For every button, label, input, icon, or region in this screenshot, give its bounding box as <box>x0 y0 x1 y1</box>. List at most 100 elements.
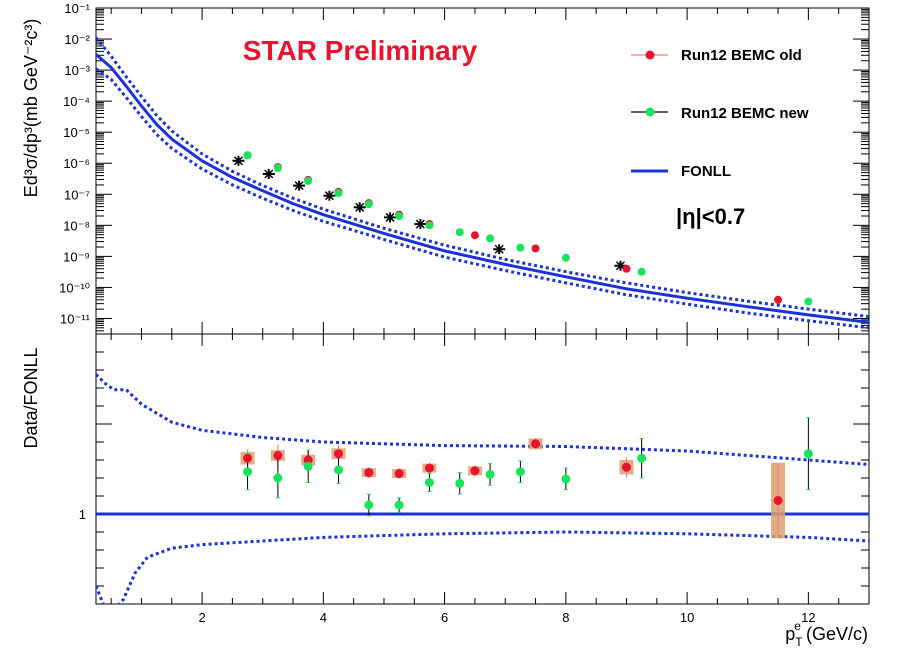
top-y-tick-label: 10⁻¹⁰ <box>59 280 90 295</box>
black-data-point <box>493 244 506 255</box>
old-data-point <box>531 244 540 253</box>
top-plot-area <box>96 36 869 330</box>
top-y-tick-label: 10⁻⁸ <box>63 218 90 233</box>
new-data-point <box>516 243 525 252</box>
old-data-point <box>622 264 631 273</box>
top-y-tick-label: 10⁻³ <box>64 63 90 78</box>
x-tick-label: 4 <box>320 610 327 625</box>
black-data-point <box>293 180 306 191</box>
x-tick-label: 10 <box>680 610 694 625</box>
old-data-point <box>774 295 783 304</box>
new-data-point <box>637 267 646 276</box>
old-ratio-point <box>394 469 404 478</box>
black-point-stroke <box>494 244 504 254</box>
top-y-tick-label: 10⁻⁴ <box>63 94 90 109</box>
new-data-point <box>304 176 313 185</box>
black-data-point <box>384 212 397 223</box>
x-axis-label: pTe (GeV/c) <box>785 619 868 649</box>
black-data-point <box>232 155 245 166</box>
fonll-central-curve <box>96 53 869 324</box>
black-point-stroke <box>264 169 274 179</box>
fonll-lower-band <box>96 67 869 330</box>
legend-old-marker <box>645 50 655 60</box>
fonll-upper-band <box>96 36 869 319</box>
eta-cut-label: |η|<0.7 <box>676 204 745 229</box>
new-ratio-point <box>394 500 404 510</box>
new-ratio-point <box>455 478 465 488</box>
black-data-point <box>353 202 366 213</box>
old-ratio-point <box>303 455 313 465</box>
new-ratio-point <box>803 449 813 459</box>
top-y-axis-label: Ed³σ/dp³(mb GeV⁻²c³) <box>21 19 41 198</box>
old-ratio-point <box>243 453 253 463</box>
black-point-stroke <box>415 219 425 229</box>
old-ratio-point <box>273 451 283 460</box>
black-data-point <box>414 219 427 230</box>
new-data-point <box>364 200 373 209</box>
legend-new-marker <box>645 107 655 117</box>
ratio-panel: 2 4 6 8 10 12 1 <box>79 333 870 625</box>
ratio-fonll-lower <box>96 530 869 604</box>
black-data-point <box>323 190 336 201</box>
ratio-frame <box>95 333 870 605</box>
new-data-point <box>395 211 404 220</box>
old-ratio-point <box>424 463 434 473</box>
new-data-point <box>273 164 282 173</box>
new-data-point <box>455 228 464 237</box>
old-data-point <box>470 231 479 240</box>
top-y-tick-label: 10⁻¹¹ <box>60 311 91 326</box>
old-ratio-point <box>773 496 783 505</box>
new-data-point <box>334 189 343 198</box>
new-data-point <box>804 297 813 306</box>
ratio-y-axis-label: Data/FONLL <box>21 347 41 448</box>
ratio-fonll-upper <box>96 373 869 466</box>
new-ratio-point <box>637 453 647 463</box>
legend-item-fonll: FONLL <box>631 163 731 180</box>
new-ratio-point <box>424 478 434 487</box>
new-ratio-point <box>334 465 344 475</box>
legend-fonll-label: FONLL <box>681 163 731 180</box>
new-ratio-point <box>561 474 571 484</box>
ratio-y-tick-label: 1 <box>79 507 86 522</box>
black-data-point <box>262 169 275 180</box>
new-ratio-point <box>515 467 525 477</box>
new-ratio-point <box>273 473 283 483</box>
ratio-plot-area <box>96 373 869 604</box>
old-ratio-point <box>334 449 344 459</box>
black-point-stroke <box>355 202 365 212</box>
black-point-stroke <box>324 191 334 201</box>
new-ratio-point <box>243 467 253 477</box>
top-y-tick-label: 10⁻⁹ <box>63 249 90 264</box>
new-ratio-point <box>485 469 495 479</box>
top-y-tick-label: 10⁻⁵ <box>63 125 90 140</box>
new-ratio-point <box>364 500 374 510</box>
x-tick-label: 2 <box>198 610 205 625</box>
new-data-point <box>561 253 570 262</box>
black-point-stroke <box>385 212 395 222</box>
legend: Run12 BEMC old Run12 BEMC new FONLL <box>631 47 809 180</box>
legend-new-label: Run12 BEMC new <box>681 105 809 122</box>
black-point-stroke <box>294 181 304 191</box>
top-y-tick-label: 10⁻¹ <box>64 1 90 16</box>
legend-item-old: Run12 BEMC old <box>631 47 802 64</box>
old-ratio-point <box>621 462 631 472</box>
legend-old-label: Run12 BEMC old <box>681 47 802 64</box>
x-tick-label: 12 <box>801 610 815 625</box>
top-y-tick-label: 10⁻² <box>64 32 90 47</box>
new-ratio-point <box>303 461 313 471</box>
x-tick-label: 6 <box>441 610 448 625</box>
old-ratio-point <box>364 468 374 478</box>
black-point-stroke <box>233 156 244 166</box>
old-ratio-point <box>470 466 480 476</box>
new-data-point <box>243 151 252 160</box>
x-tick-label: 8 <box>562 610 569 625</box>
new-data-point <box>486 234 495 243</box>
black-point-stroke <box>615 261 625 271</box>
top-y-tick-label: 10⁻⁶ <box>63 156 90 171</box>
old-ratio-point <box>531 439 541 449</box>
star-preliminary-label: STAR Preliminary <box>243 35 478 66</box>
legend-item-new: Run12 BEMC new <box>631 105 809 122</box>
new-data-point <box>425 221 434 230</box>
